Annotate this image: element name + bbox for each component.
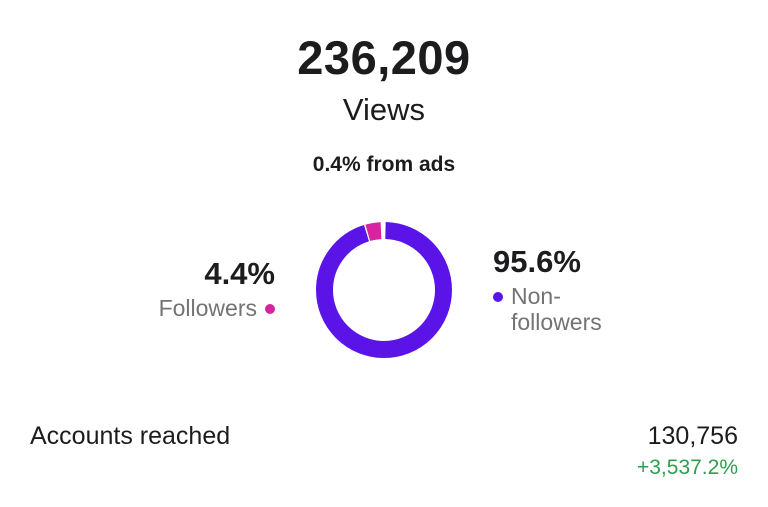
donut-segment-non-followers	[316, 222, 452, 358]
ads-share-note: 0.4% from ads	[312, 153, 456, 176]
donut-segment-followers	[316, 222, 452, 358]
views-label: Views	[342, 92, 426, 127]
non-followers-label: Non- followers	[511, 283, 621, 335]
accounts-reached-change: +3,537.2%	[636, 456, 738, 479]
non-followers-label-line-1: Non-	[511, 283, 561, 309]
followers-color-dot	[265, 304, 275, 314]
followers-percent: 4.4%	[204, 256, 275, 291]
non-followers-label-line-2: followers	[511, 309, 602, 335]
non-followers-legend: 95.6% Non- followers	[493, 243, 621, 335]
audience-donut-chart	[316, 222, 452, 358]
followers-legend: 4.4% Followers	[159, 255, 275, 321]
followers-label: Followers	[158, 295, 257, 321]
non-followers-percent: 95.6%	[493, 244, 581, 279]
accounts-reached-label: Accounts reached	[30, 422, 231, 450]
non-followers-legend-row: Non- followers	[493, 283, 621, 335]
followers-legend-row: Followers	[159, 295, 275, 321]
total-views-count: 236,209	[297, 31, 471, 84]
non-followers-color-dot	[493, 292, 503, 302]
accounts-reached-value: 130,756	[647, 422, 738, 450]
